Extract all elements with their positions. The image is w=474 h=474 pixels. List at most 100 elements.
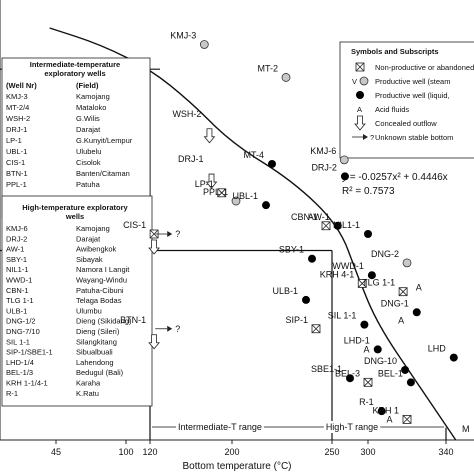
table-row: TLG 1-1 Telaga Bodas: [6, 296, 122, 305]
table-row: DNG-7/10 Dieng (Sileri): [6, 327, 120, 336]
well-wwd-1: WWD-1: [332, 261, 376, 280]
legend-item-0: Non-productive or abandoned: [355, 62, 474, 72]
x-axis-label: Bottom temperature (°C): [182, 461, 291, 472]
unknown-bottom-marker-0: ?: [155, 229, 180, 239]
legend-item-text-3: Acid fluids: [375, 105, 409, 114]
outflow-arrow-3: [205, 173, 218, 189]
well-label-22: SIP-1: [285, 315, 308, 325]
well-sip-1: SIP-1: [285, 315, 321, 334]
well-label-26: LHD: [428, 344, 447, 354]
acid-marker-3: A: [416, 283, 422, 293]
well-ppl-1: PPL-1: [203, 187, 241, 206]
well-marker-27: [346, 374, 354, 383]
intermediate-col-field: (Field): [76, 81, 99, 90]
table-row: BEL-1/3 Bedugul (Bali): [6, 368, 124, 377]
table-cell-well: ULB-1: [6, 306, 27, 315]
well-label-4: MT-4: [243, 150, 264, 160]
table-cell-field: Awibengkok: [76, 245, 117, 254]
well-label-11: CBN-1: [291, 212, 318, 222]
table-row: AW-1 Awibengkok: [6, 245, 117, 254]
table-row: KMJ-3 Kamojang: [6, 92, 110, 101]
well-label-30: R-1: [359, 397, 374, 407]
question-markers: ??: [155, 229, 180, 334]
table-cell-field: Darajat: [76, 234, 101, 243]
legend: Symbols and Subscripts Non-productive or…: [339, 41, 474, 159]
well-marker-13: [364, 230, 372, 238]
legend-title: Symbols and Subscripts: [351, 47, 439, 56]
table-cell-field: Patuha: [76, 180, 101, 189]
table-cell-field: Bedugul (Bali): [76, 368, 124, 377]
table-row: DRJ-1 Darajat: [6, 125, 101, 134]
legend-item-2: Productive well (liquid,: [356, 91, 450, 100]
well-label-18: TLG 1-1: [362, 278, 395, 288]
well-label-2: WSH-2: [172, 109, 201, 119]
table-cell-field: Patuha-Cibuni: [76, 286, 124, 295]
range-labels: Intermediate-T range High-T range M: [176, 421, 470, 434]
well-label-7: LP-1: [195, 179, 214, 189]
legend-item-text-1: Productive well (steam: [375, 77, 450, 86]
table-cell-field: Darajat: [76, 125, 101, 134]
well-drj-1: DRJ-1: [178, 154, 218, 189]
table-cell-well: DRJ-1: [6, 125, 27, 134]
well-marker-19: [412, 308, 421, 317]
well-sbe1-1: SBE1-1: [311, 364, 354, 383]
table-cell-field: Karaha: [76, 379, 101, 388]
well-label-13: NIL1-1: [333, 220, 360, 230]
table-cell-field: Cisolok: [76, 158, 101, 167]
legend-filled-icon: [356, 91, 364, 99]
table-cell-field: Namora I Langit: [76, 265, 130, 274]
well-label-27: SBE1-1: [311, 364, 342, 374]
high-table-title-2: wells: [65, 212, 84, 221]
legend-item-text-5: Unknown stable bottom: [375, 133, 453, 142]
table-row: BTN-1 Banten/Citaman: [6, 169, 130, 178]
well-lp-1: LP-1: [195, 179, 227, 198]
range-inter-bg: [176, 421, 264, 433]
table-cell-well: R-1: [6, 389, 18, 398]
well-lhd: LHD: [428, 344, 458, 362]
table-cell-field: Kamojang: [76, 92, 110, 101]
table-cell-field: G.Kunyit/Lempur: [76, 136, 133, 145]
x-tick-label-2: 120: [142, 447, 157, 457]
table-row: LP-1 G.Kunyit/Lempur: [6, 136, 133, 145]
well-label-21: SIL 1-1: [328, 311, 357, 321]
table-row: UBL-1 Ulubelu: [6, 147, 101, 156]
table-cell-well: CIS-1: [6, 158, 25, 167]
table-cell-field: Dieng (Sileri): [76, 327, 120, 336]
table-cell-well: BEL-1/3: [6, 368, 33, 377]
well-marker-7: [217, 188, 227, 198]
unknown-bottom-q-1: ?: [175, 324, 180, 334]
table-cell-field: Kamojang: [76, 224, 110, 233]
intermediate-range-label: Intermediate-T range: [178, 422, 262, 432]
unknown-bottom-marker-1: ?: [155, 324, 180, 334]
well-nil1-1: NIL1-1: [333, 220, 372, 238]
x-tick-label-6: 340: [438, 447, 453, 457]
well-marker-9: [262, 201, 270, 210]
well-label-6: DRJ-2: [311, 162, 337, 172]
well-btn-1: BTN-1: [120, 315, 160, 350]
fit-curve: [49, 27, 457, 441]
well-marker-0: [199, 40, 209, 49]
table-cell-field: G.Wilis: [76, 114, 100, 123]
table-cell-well: KMJ-6: [6, 224, 28, 233]
well-marker-12: [333, 221, 342, 230]
table-row: SIP-1/SBE1-1 Sibualbuali: [6, 348, 113, 357]
well-label-19: DNG-1: [381, 298, 409, 308]
table-cell-well: NIL1-1: [6, 265, 29, 274]
well-marker-6: [340, 172, 349, 181]
legend-item-text-2: Productive well (liquid,: [375, 91, 450, 100]
plot-frame: [0, 0, 474, 441]
legend-acid-glyph: A: [357, 105, 362, 114]
well-marker-24: [373, 345, 382, 354]
x-tick-label-5: 300: [360, 447, 375, 457]
table-cell-field: Lahendong: [76, 358, 114, 367]
high-table-box: [1, 195, 153, 407]
table-cell-well: KRH 1-1/4-1: [6, 379, 48, 388]
table-cell-well: AW-1: [6, 245, 24, 254]
outflow-arrow-10: [148, 239, 160, 255]
table-row: CBN-1 Patuha-Cibuni: [6, 286, 124, 295]
well-wsh-2: WSH-2: [172, 109, 216, 144]
table-cell-well: MT-2/4: [6, 103, 29, 112]
table-cell-well: PPL-1: [6, 180, 27, 189]
table-cell-well: SIP-1/SBE1-1: [6, 348, 53, 357]
table-row: LHD-1/4 Lahendong: [6, 358, 114, 367]
